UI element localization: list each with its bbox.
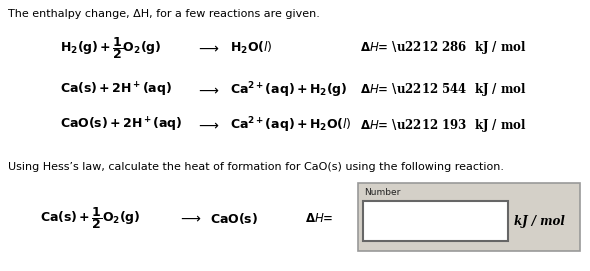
Text: $\mathbf{\Delta}$$\mathbf{\it{H}}$= \u2212 544  kJ / mol: $\mathbf{\Delta}$$\mathbf{\it{H}}$= \u22… [360, 82, 527, 98]
Text: $\mathbf{CaO(s)}$: $\mathbf{CaO(s)}$ [210, 211, 258, 225]
Text: kJ / mol: kJ / mol [514, 215, 565, 227]
FancyBboxPatch shape [363, 201, 508, 241]
Text: $\mathbf{\Delta}$$\mathbf{\it{H}}$= \u2212 193  kJ / mol: $\mathbf{\Delta}$$\mathbf{\it{H}}$= \u22… [360, 117, 527, 134]
Text: $\mathbf{\Delta}$$\mathbf{\it{H}}$= \u2212 286  kJ / mol: $\mathbf{\Delta}$$\mathbf{\it{H}}$= \u22… [360, 40, 527, 56]
Text: $\mathbf{H_2O(\it{l})}$: $\mathbf{H_2O(\it{l})}$ [230, 40, 273, 56]
Text: $\mathbf{Ca^{2+}(aq)+H_2(g)}$: $\mathbf{Ca^{2+}(aq)+H_2(g)}$ [230, 80, 348, 100]
Text: $\mathbf{Ca(s)+\dfrac{1}{2}O_2(g)}$: $\mathbf{Ca(s)+\dfrac{1}{2}O_2(g)}$ [40, 205, 140, 231]
Text: $\mathbf{Ca^{2+}(aq)+H_2O(\it{l})}$: $\mathbf{Ca^{2+}(aq)+H_2O(\it{l})}$ [230, 115, 352, 135]
Text: $\longrightarrow$: $\longrightarrow$ [178, 211, 202, 225]
Text: Using Hess’s law, calculate the heat of formation for CaO(s) using the following: Using Hess’s law, calculate the heat of … [8, 162, 504, 172]
Text: The enthalpy change, ΔH, for a few reactions are given.: The enthalpy change, ΔH, for a few react… [8, 9, 320, 19]
Text: $\longrightarrow$: $\longrightarrow$ [196, 41, 220, 55]
Text: $\mathbf{\Delta}$$\mathbf{\it{H}}$=: $\mathbf{\Delta}$$\mathbf{\it{H}}$= [305, 211, 333, 224]
Text: $\mathbf{CaO(s)+2H^+(aq)}$: $\mathbf{CaO(s)+2H^+(aq)}$ [60, 116, 183, 134]
Text: $\mathbf{H_2(g)+\dfrac{1}{2}O_2(g)}$: $\mathbf{H_2(g)+\dfrac{1}{2}O_2(g)}$ [60, 35, 162, 61]
Text: Number: Number [364, 188, 401, 197]
Text: $\mathbf{Ca(s)+2H^+(aq)}$: $\mathbf{Ca(s)+2H^+(aq)}$ [60, 81, 172, 99]
Text: $\longrightarrow$: $\longrightarrow$ [196, 83, 220, 97]
FancyBboxPatch shape [358, 183, 580, 251]
Text: $\longrightarrow$: $\longrightarrow$ [196, 118, 220, 132]
